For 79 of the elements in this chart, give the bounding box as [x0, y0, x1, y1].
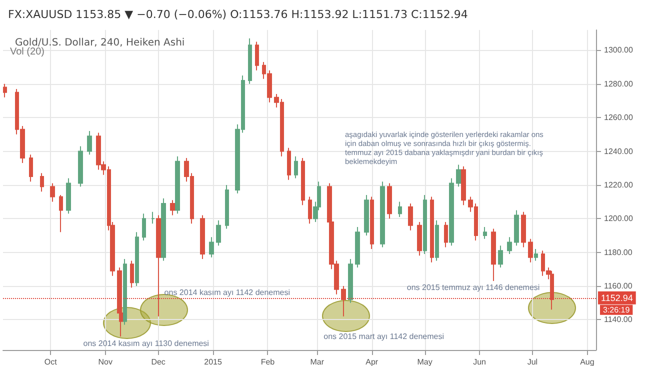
candlestick: [161, 198, 166, 262]
x-tick-label: 2015: [204, 358, 222, 366]
candlestick: [50, 182, 55, 202]
annotation: ons 2014 kasım ayı 1142 denemesi: [164, 288, 290, 297]
candlestick: [151, 211, 155, 224]
y-tick-label: 1220.00: [604, 180, 634, 190]
candlestick: [491, 228, 496, 282]
x-tick-label: Jul: [527, 358, 538, 366]
candlestick: [87, 130, 92, 156]
y-tick-label: 1200.00: [604, 214, 634, 224]
y-tick-label: 1160.00: [604, 282, 633, 290]
candlestick: [3, 83, 7, 98]
candlestick: [423, 194, 427, 254]
candlestick: [498, 245, 503, 268]
candlestick: [408, 202, 413, 231]
candlestick: [78, 146, 83, 188]
candlestick: [142, 213, 146, 242]
candlestick: [209, 236, 214, 258]
x-tick-label: Jun: [473, 358, 486, 366]
candlestick: [294, 156, 298, 179]
candlestick: [248, 38, 252, 84]
candlestick: [355, 226, 360, 268]
candlestick: [216, 220, 221, 246]
ref-line-label: 1152.94: [601, 292, 633, 303]
candlestick: [461, 166, 466, 206]
candlestick: [255, 41, 259, 71]
x-tick-label: Mar: [310, 358, 324, 366]
y-tick-label: 1240.00: [604, 146, 634, 156]
candlestick: [370, 196, 374, 250]
x-tick-label: May: [417, 358, 432, 366]
x-tick-label: Feb: [260, 358, 276, 366]
annotation: Vol (20): [10, 46, 44, 58]
x-tick-label: Dec: [151, 358, 166, 366]
candlestick: [308, 196, 312, 224]
candlestick: [135, 232, 139, 286]
x-tick-label: Oct: [44, 358, 58, 366]
y-tick-label: 1300.00: [604, 46, 634, 55]
candlestick: [123, 258, 127, 326]
candlestick: [380, 181, 385, 248]
candlestick: [29, 154, 33, 182]
candlestick: [507, 236, 512, 254]
candlestick: [175, 156, 180, 214]
text: 3:26:19: [603, 305, 630, 314]
x-tick-label: Apr: [366, 358, 378, 366]
candlestick: [200, 214, 205, 260]
candlestick: [301, 158, 305, 206]
candlestick: [170, 200, 175, 216]
y-tick-label: 1180.00: [604, 248, 633, 257]
annotation: ons 2015 temmuz ayı 1146 denemesi: [406, 283, 540, 292]
candlestick: [130, 260, 134, 288]
y-tick-label: 1260.00: [604, 113, 634, 122]
chart-title: FX:XAUUSD 1153.85 ▼ −0.70 (−0.06%) O:1153.76 H:1153.92 L:1151.73 C:1152.94: [8, 8, 468, 21]
candlestick: [444, 222, 448, 248]
candlestick: [398, 201, 402, 218]
candlestick: [40, 172, 44, 192]
candlestick: [483, 226, 487, 240]
candlestick: [521, 211, 526, 248]
candlestick: [59, 194, 63, 233]
candlestick: [364, 194, 369, 236]
candlestick: [514, 210, 519, 246]
candlestick: [435, 220, 439, 262]
y-tick-label: 1280.00: [604, 79, 634, 88]
y-tick-label: 1140.00: [604, 315, 633, 324]
candlestick: [534, 248, 538, 262]
candlestick: [456, 164, 461, 188]
candlestick: [225, 184, 229, 230]
candlestick: [528, 238, 533, 263]
candlestick: [348, 258, 353, 304]
candlestick: [66, 178, 71, 214]
candlestick: [417, 222, 422, 256]
candlestick: [430, 196, 434, 263]
annotation: ons 2015 mart ayı 1142 denemesi: [324, 332, 444, 341]
candlestick: [449, 178, 454, 246]
candlestick: [387, 182, 392, 220]
candlestick: [287, 147, 291, 180]
x-tick-label: Nov: [98, 358, 112, 366]
annotation: ons 2014 kasım ayı 1130 denemesi: [83, 339, 210, 348]
text: Gold/U.S. Dollar, 240, Heiken Ashi: [15, 38, 185, 48]
x-tick-label: Aug: [580, 358, 594, 366]
